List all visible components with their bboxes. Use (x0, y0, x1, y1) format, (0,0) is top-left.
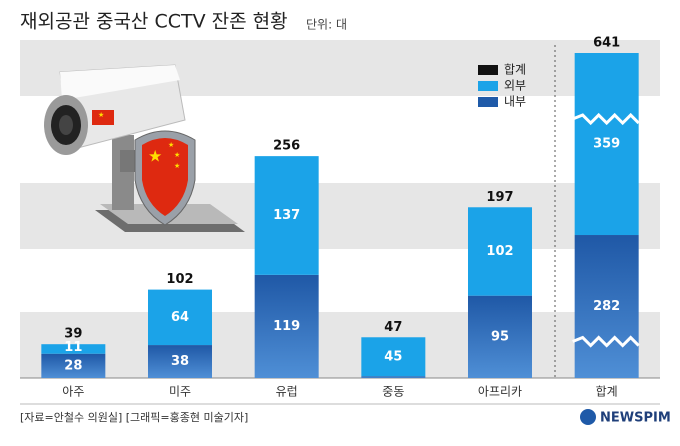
legend-swatch (478, 65, 498, 75)
x-tick-label: 미주 (169, 385, 191, 399)
bar-segment (148, 289, 212, 346)
value-label: 359 (593, 137, 620, 152)
bar-segment (468, 207, 532, 296)
source: [자료=안철수 의원실] [그래픽=홍종현 미술기자] (20, 410, 248, 424)
bar-segment (148, 345, 212, 378)
svg-text:★: ★ (98, 111, 104, 119)
band (20, 312, 660, 378)
svg-text:★: ★ (174, 162, 180, 170)
logo-icon (580, 409, 596, 425)
logo: NEWSPIM (600, 411, 671, 426)
total-label: 641 (593, 36, 620, 51)
total-label: 197 (486, 190, 513, 205)
chart-subtitle: 단위: 대 (306, 18, 347, 32)
legend-label: 합계 (504, 63, 526, 77)
axis-break (572, 335, 640, 348)
bar-segment (41, 344, 106, 354)
legend-label: 내부 (504, 95, 526, 109)
value-label: 95 (491, 329, 509, 344)
x-tick-label: 유럽 (276, 385, 298, 399)
total-label: 102 (166, 272, 193, 287)
svg-text:★: ★ (148, 147, 162, 166)
x-tick-label: 중동 (382, 385, 404, 399)
value-label: 102 (486, 244, 513, 259)
total-label: 47 (384, 320, 402, 335)
value-label: 38 (171, 354, 189, 369)
value-label: 45 (384, 349, 402, 364)
x-tick-label: 아주 (62, 385, 84, 399)
value-label: 137 (273, 208, 300, 223)
value-label: 11 (64, 340, 82, 355)
total-label: 256 (273, 139, 300, 154)
legend-label: 외부 (504, 79, 526, 93)
svg-text:★: ★ (174, 151, 180, 159)
bar-segment (468, 295, 532, 378)
bar-segment (361, 337, 426, 377)
svg-text:★: ★ (168, 141, 174, 149)
bar-segment (574, 235, 639, 378)
value-label: 282 (593, 299, 620, 314)
bar-segment (254, 156, 319, 275)
total-label: 39 (64, 327, 82, 342)
cctv-illustration: ★ ★ ★ ★ ★ (44, 64, 245, 232)
bar-segment (41, 353, 106, 378)
x-tick-label: 합계 (596, 385, 618, 399)
x-tick-label: 아프리카 (478, 385, 522, 399)
axis-break (572, 112, 640, 126)
legend-swatch (478, 97, 498, 107)
legend-swatch (478, 81, 498, 91)
chart-title: 재외공관 중국산 CCTV 잔존 현황 (20, 11, 288, 33)
value-label: 64 (171, 310, 189, 325)
bar-segment (361, 376, 426, 378)
value-label: 28 (64, 358, 82, 373)
bar-segment (574, 53, 639, 236)
value-label: 119 (273, 319, 300, 334)
bar-segment (254, 274, 319, 378)
